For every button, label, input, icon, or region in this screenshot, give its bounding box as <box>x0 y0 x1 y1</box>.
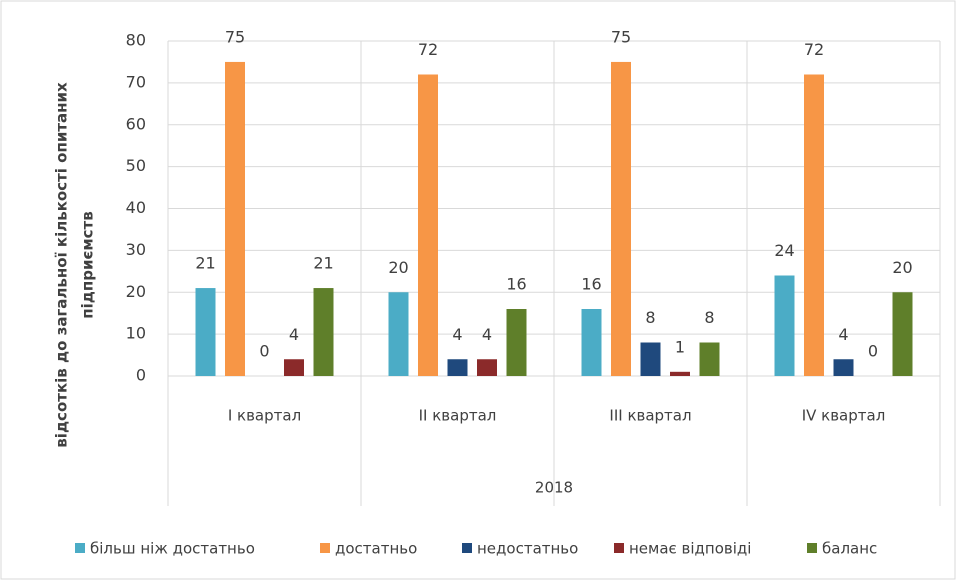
bar <box>833 359 854 376</box>
data-label: 1 <box>675 337 685 356</box>
y-tick-label: 80 <box>126 31 146 50</box>
bar <box>418 74 438 376</box>
y-tick-label: 50 <box>126 156 146 175</box>
data-label: 8 <box>645 308 655 327</box>
x-tick-label: І квартал <box>228 407 301 425</box>
legend-label: баланс <box>822 540 877 558</box>
bar <box>195 288 216 376</box>
x-tick-label: ІІ квартал <box>419 407 497 425</box>
bar <box>477 359 497 376</box>
data-label: 0 <box>868 342 878 361</box>
y-tick-label: 60 <box>126 114 146 133</box>
data-label: 16 <box>581 275 601 294</box>
data-label: 72 <box>418 40 438 59</box>
y-tick-label: 70 <box>126 72 146 91</box>
bar <box>670 371 690 376</box>
legend-label: достатньо <box>335 540 417 558</box>
x-axis-label: 2018 <box>535 479 573 497</box>
bar <box>225 61 245 376</box>
bar <box>804 74 824 376</box>
data-label: 4 <box>452 325 462 344</box>
legend-swatch <box>462 543 472 553</box>
data-label: 16 <box>506 275 526 294</box>
bar <box>892 292 913 376</box>
data-label: 4 <box>838 325 848 344</box>
bar <box>506 309 527 376</box>
data-label: 4 <box>482 325 492 344</box>
y-tick-label: 40 <box>126 198 146 217</box>
data-label: 21 <box>313 254 333 273</box>
data-label: 0 <box>259 342 269 361</box>
bar <box>774 275 795 376</box>
data-label: 8 <box>704 308 714 327</box>
bar <box>388 292 409 376</box>
bar <box>699 342 720 376</box>
data-label: 21 <box>195 254 215 273</box>
y-tick-label: 10 <box>126 324 146 343</box>
data-label: 72 <box>804 40 824 59</box>
bar <box>611 61 631 376</box>
x-tick-label: IV квартал <box>802 407 886 425</box>
y-tick-label: 30 <box>126 240 146 259</box>
legend-swatch <box>320 543 330 553</box>
data-label: 75 <box>225 27 245 46</box>
legend-swatch <box>614 543 624 553</box>
legend-label: більш ніж достатньо <box>90 540 255 558</box>
bar <box>581 309 602 376</box>
legend-label: немає відповіді <box>629 540 751 558</box>
bar <box>447 359 468 376</box>
data-label: 75 <box>611 27 631 46</box>
legend-swatch <box>807 543 817 553</box>
data-label: 20 <box>388 258 408 277</box>
data-label: 4 <box>289 325 299 344</box>
legend-label: недостатньо <box>477 540 578 558</box>
y-tick-label: 0 <box>136 366 146 385</box>
data-label: 24 <box>774 241 794 260</box>
data-label: 20 <box>892 258 912 277</box>
y-tick-label: 20 <box>126 282 146 301</box>
legend-swatch <box>75 543 85 553</box>
bar <box>313 288 334 376</box>
x-tick-label: ІІІ квартал <box>609 407 691 425</box>
bar <box>640 342 661 376</box>
y-axis-label: відсотків до загальної кількості опитани… <box>53 82 71 448</box>
bar <box>284 359 304 376</box>
y-axis-label: підприємств <box>79 211 97 318</box>
